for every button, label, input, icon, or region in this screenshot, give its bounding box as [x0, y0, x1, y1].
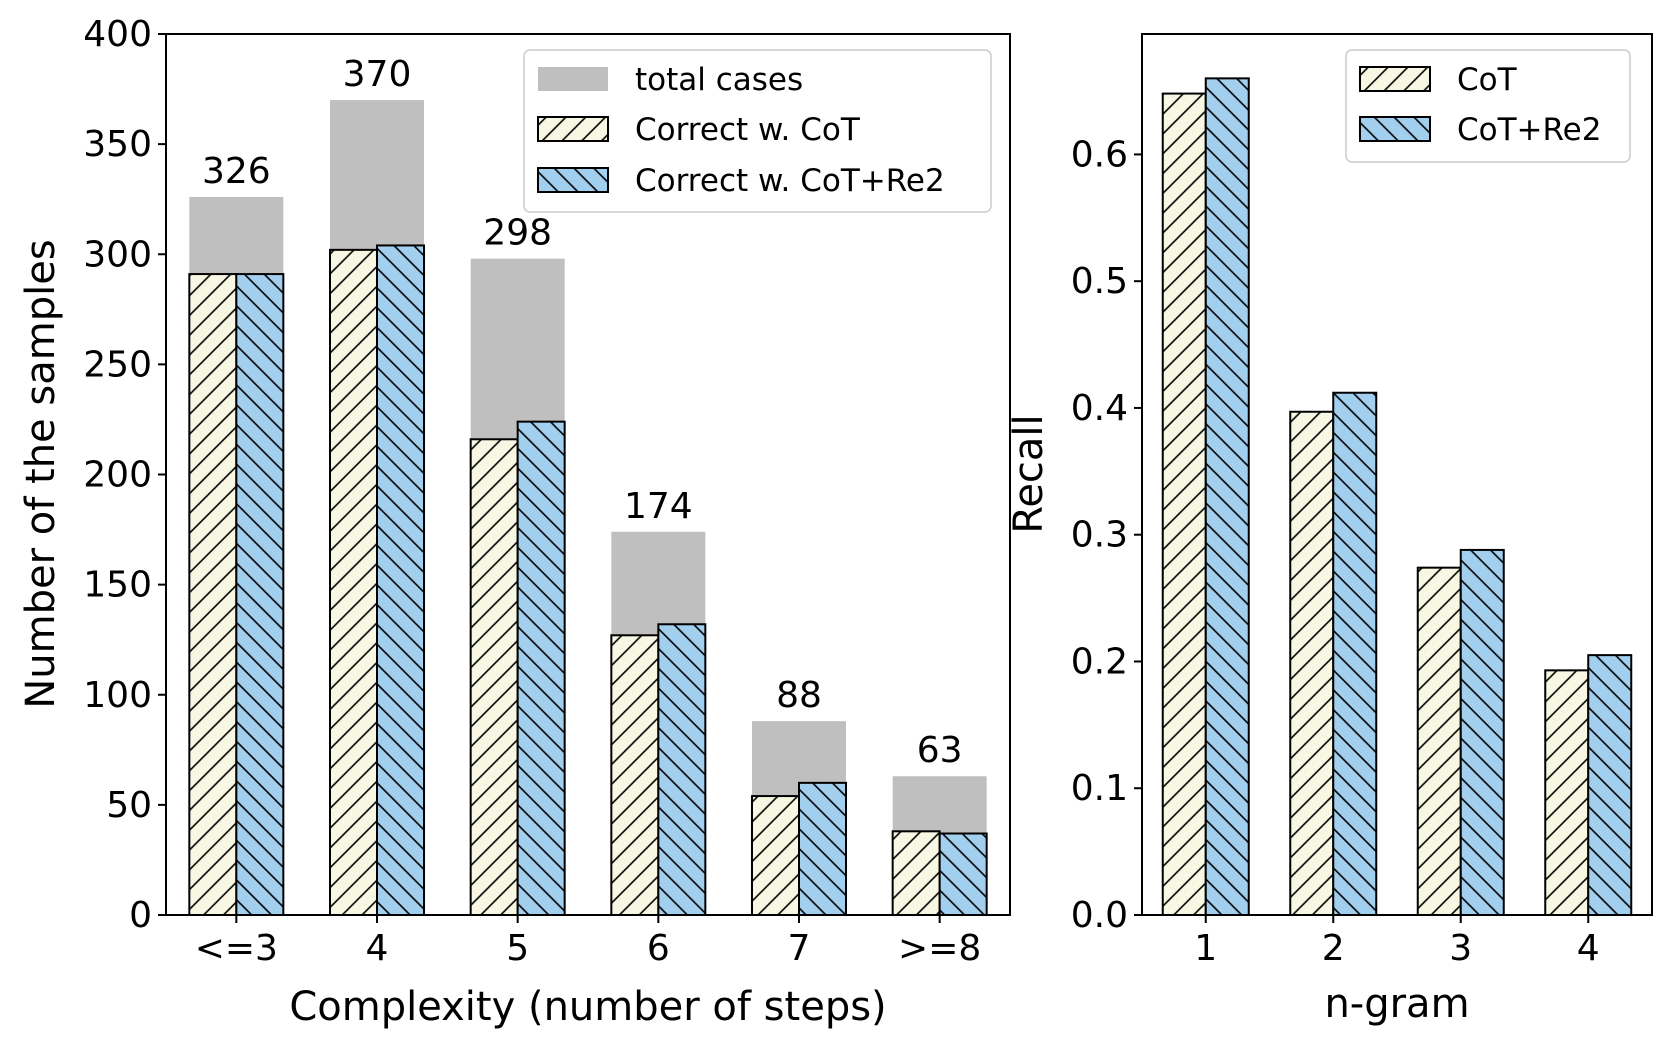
y-tick-label-0: 0	[129, 895, 152, 936]
y-tick-label-150: 150	[83, 565, 152, 606]
bar-cot-re2-ngram-4	[1587, 654, 1633, 917]
recall-y-axis-label: Recall	[1006, 414, 1052, 533]
legend-swatch-total-cases	[538, 67, 608, 91]
recall-y-tick-label-0-3: 0.3	[1071, 515, 1128, 556]
data-label-le3: 326	[202, 151, 271, 192]
legend-swatch-correct-cot	[537, 116, 609, 142]
bar-correct-cot-re2-le3	[235, 273, 285, 916]
data-label-ge8: 63	[917, 730, 963, 771]
data-label-6: 174	[624, 486, 693, 527]
complexity-legend-frame	[523, 49, 992, 213]
recall-y-ticks: 0.0 0.1 0.2 0.3 0.4 0.5 0.6	[1071, 134, 1142, 936]
complexity-x-ticks: <=3 4 5 6 7 >=8	[195, 915, 981, 969]
legend-label-cot-re2: CoT+Re2	[1457, 112, 1601, 148]
recall-y-tick-label-0-5: 0.5	[1071, 261, 1128, 302]
bar-correct-cot-re2-5	[516, 420, 566, 916]
bar-cot-re2-ngram-2	[1332, 391, 1378, 916]
recall-legend: CoT CoT+Re2	[1345, 49, 1631, 163]
bar-correct-cot-re2-7	[798, 781, 847, 916]
legend-label-total-cases: total cases	[635, 62, 803, 98]
bar-correct-cot-le3	[188, 273, 238, 916]
bar-correct-cot-5	[469, 438, 519, 916]
bar-correct-cot-4	[329, 248, 378, 917]
bar-correct-cot-re2-4	[376, 244, 425, 916]
x-tick-label-4: 4	[366, 928, 389, 969]
ngram-x-tick-label-2: 2	[1322, 928, 1345, 969]
recall-y-tick-label-0-4: 0.4	[1071, 388, 1128, 429]
bar-correct-cot-7	[751, 795, 800, 916]
bar-cot-ngram-1	[1161, 92, 1207, 916]
legend-swatch-cot-re2	[1359, 116, 1431, 142]
recall-x-axis-label: n-gram	[1324, 981, 1469, 1027]
x-tick-label-le3: <=3	[195, 928, 278, 969]
ngram-x-tick-label-4: 4	[1577, 928, 1600, 969]
legend-label-cot: CoT	[1457, 62, 1518, 98]
y-tick-label-100: 100	[83, 675, 152, 716]
y-tick-label-250: 250	[83, 344, 152, 385]
x-tick-label-6: 6	[647, 928, 670, 969]
bar-cot-re2-ngram-3	[1459, 548, 1505, 917]
ngram-x-tick-label-1: 1	[1194, 928, 1217, 969]
recall-y-tick-label-0-1: 0.1	[1071, 768, 1128, 809]
complexity-x-axis-label: Complexity (number of steps)	[289, 984, 886, 1030]
x-tick-label-ge8: >=8	[898, 928, 981, 969]
ngram-recall-chart: 0.0 0.1 0.2 0.3 0.4 0.5 0.6 1 2 3 4 n-gram Recall…	[1006, 33, 1653, 1027]
bar-correct-cot-re2-6	[657, 623, 707, 917]
complexity-data-labels: 326 370 298 174 88 63	[202, 54, 963, 771]
x-tick-label-7: 7	[788, 928, 811, 969]
y-tick-label-350: 350	[83, 124, 152, 165]
y-tick-label-300: 300	[83, 234, 152, 275]
data-label-5: 298	[483, 213, 552, 254]
data-label-4: 370	[343, 54, 412, 95]
bar-correct-cot-re2-ge8	[938, 832, 988, 917]
recall-y-tick-label-0-6: 0.6	[1071, 134, 1128, 175]
legend-swatch-cot	[1359, 66, 1431, 92]
x-tick-label-5: 5	[506, 928, 529, 969]
y-tick-label-50: 50	[106, 785, 152, 826]
legend-swatch-correct-cot-re2	[537, 167, 609, 193]
complexity-y-axis-label: Number of the samples	[18, 239, 64, 708]
recall-y-tick-label-0-0: 0.0	[1071, 895, 1128, 936]
y-tick-label-200: 200	[83, 455, 152, 496]
ngram-x-tick-label-3: 3	[1449, 928, 1472, 969]
recall-y-tick-label-0-2: 0.2	[1071, 641, 1128, 682]
bar-cot-ngram-2	[1289, 410, 1335, 916]
complexity-legend: total cases Correct w. CoT Correct w. Co…	[523, 49, 992, 213]
bar-correct-cot-6	[610, 634, 660, 916]
recall-x-ticks: 1 2 3 4	[1194, 915, 1600, 969]
complexity-y-ticks: 0 50 100 150 200 250 300 350 400	[83, 14, 166, 936]
data-label-7: 88	[776, 675, 822, 716]
bar-cot-re2-ngram-1	[1204, 77, 1250, 917]
legend-label-correct-cot-re2: Correct w. CoT+Re2	[635, 163, 945, 199]
y-tick-label-400: 400	[83, 14, 152, 55]
recall-plot-frame	[1141, 33, 1653, 916]
bar-correct-cot-ge8	[891, 830, 941, 916]
bar-cot-ngram-3	[1416, 566, 1462, 917]
legend-label-correct-cot: Correct w. CoT	[635, 112, 861, 148]
bar-cot-ngram-4	[1544, 669, 1590, 916]
complexity-bars	[188, 100, 988, 917]
recall-bars	[1161, 77, 1633, 917]
